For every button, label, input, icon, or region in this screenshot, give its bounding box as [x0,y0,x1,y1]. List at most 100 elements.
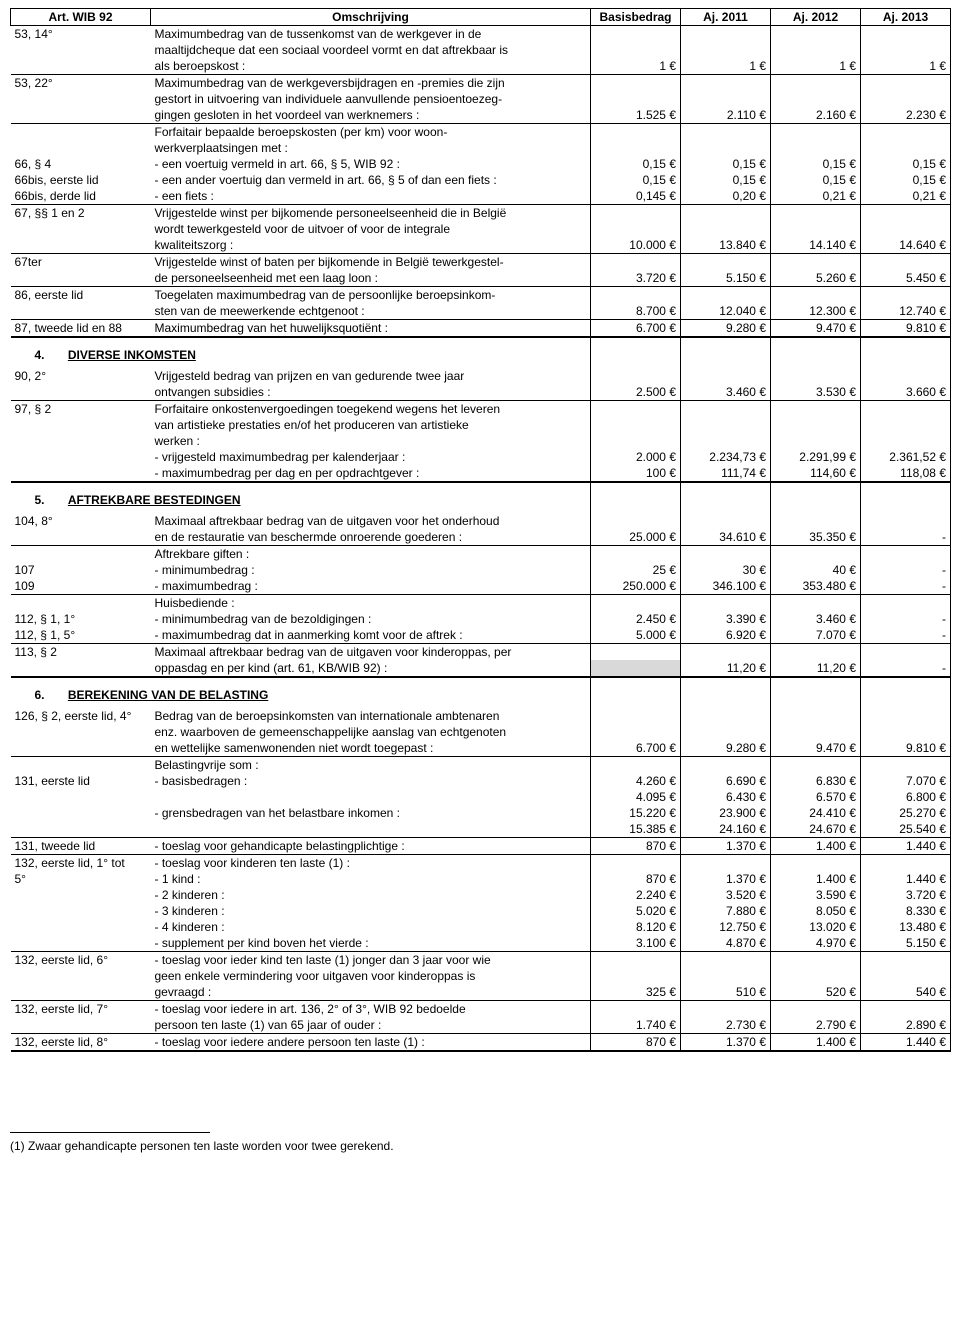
value-cell: 34.610 € [681,529,771,546]
value-cell: 11,20 € [681,660,771,677]
value-cell: 6.690 € [681,773,771,789]
value-cell: 6.700 € [591,320,681,338]
value-cell: 30 € [681,562,771,578]
desc-cell: oppasdag en per kind (art. 61, KB/WIB 92… [151,660,591,677]
tax-table: Art. WIB 92 Omschrijving Basisbedrag Aj.… [10,8,951,1052]
art-cell: 132, eerste lid, 7° [11,1001,151,1018]
value-cell: 520 € [771,984,861,1001]
value-cell: 13.840 € [681,237,771,254]
header-y2: Aj. 2012 [771,9,861,26]
art-cell: 112, § 1, 5° [11,627,151,644]
value-cell: 11,20 € [771,660,861,677]
value-cell: 25.270 € [861,805,951,821]
desc-cell: werkverplaatsingen met : [151,140,591,156]
value-cell: 870 € [591,1034,681,1052]
desc-cell: van artistieke prestaties en/of het prod… [151,417,591,433]
section-num: 6. [15,688,65,702]
desc-cell: - toeslag voor iedere andere persoon ten… [151,1034,591,1052]
value-cell: 2.230 € [861,107,951,124]
value-cell: 111,74 € [681,465,771,482]
desc-cell: Maximumbedrag van het huwelijksquotiënt … [151,320,591,338]
desc-cell: geen enkele vermindering voor uitgaven v… [151,968,591,984]
value-cell: 3.460 € [771,611,861,627]
value-cell: 25 € [591,562,681,578]
art-cell: 5° [11,871,151,887]
value-cell: 4.870 € [681,935,771,952]
desc-cell: - 1 kind : [151,871,591,887]
desc-cell: Toegelaten maximumbedrag van de persoonl… [151,287,591,304]
value-cell: 25.000 € [591,529,681,546]
desc-cell: enz. waarboven de gemeenschappelijke aan… [151,724,591,740]
desc-cell: - een voertuig vermeld in art. 66, § 5, … [151,156,591,172]
desc-cell: - toeslag voor gehandicapte belastingpli… [151,838,591,855]
value-cell: 40 € [771,562,861,578]
value-cell: 5.450 € [861,270,951,287]
value-cell: 4.260 € [591,773,681,789]
value-cell: 353.480 € [771,578,861,595]
section-heading: 5. AFTREKBARE BESTEDINGEN [11,482,591,513]
value-cell: 870 € [591,838,681,855]
header-desc: Omschrijving [151,9,591,26]
value-cell: 1.400 € [771,1034,861,1052]
value-cell: - [861,562,951,578]
value-cell: 12.040 € [681,303,771,320]
desc-cell: kwaliteitszorg : [151,237,591,254]
value-cell: - [861,529,951,546]
value-cell: 2.240 € [591,887,681,903]
value-cell: 6.700 € [591,740,681,757]
desc-cell: - minimumbedrag van de bezoldigingen : [151,611,591,627]
value-cell: 10.000 € [591,237,681,254]
desc-cell: gingen gesloten in het voordeel van werk… [151,107,591,124]
value-cell: 2.160 € [771,107,861,124]
desc-cell: gestort in uitvoering van individuele aa… [151,91,591,107]
section-num: 4. [15,348,65,362]
desc-cell: Maximumbedrag van de werkgeversbijdragen… [151,75,591,92]
value-cell: 12.300 € [771,303,861,320]
value-cell: 5.000 € [591,627,681,644]
value-cell: 1 € [771,58,861,75]
value-cell: 2.000 € [591,449,681,465]
value-cell: 7.880 € [681,903,771,919]
value-cell: 2.790 € [771,1017,861,1034]
value-cell: 8.700 € [591,303,681,320]
value-cell: 24.410 € [771,805,861,821]
art-cell: 131, tweede lid [11,838,151,855]
value-cell: 12.740 € [861,303,951,320]
value-cell: 3.660 € [861,384,951,401]
value-cell: 2.500 € [591,384,681,401]
value-cell: 5.020 € [591,903,681,919]
desc-cell: Huisbediende : [151,595,591,612]
value-cell: 4.095 € [591,789,681,805]
value-cell: 1.370 € [681,871,771,887]
value-cell: 1.740 € [591,1017,681,1034]
value-cell: 8.330 € [861,903,951,919]
desc-cell: gevraagd : [151,984,591,1001]
art-cell: 66bis, derde lid [11,188,151,205]
value-cell: 2.234,73 € [681,449,771,465]
art-cell: 126, § 2, eerste lid, 4° [11,708,151,724]
value-cell: 2.110 € [681,107,771,124]
value-cell: 9.280 € [681,320,771,338]
art-cell: 109 [11,578,151,595]
desc-cell: Maximaal aftrekbaar bedrag van de uitgav… [151,644,591,661]
value-cell: 5.150 € [681,270,771,287]
art-cell: 67, §§ 1 en 2 [11,205,151,222]
value-cell: 9.470 € [771,320,861,338]
art-cell: 132, eerste lid, 8° [11,1034,151,1052]
desc-cell: - toeslag voor iedere in art. 136, 2° of… [151,1001,591,1018]
desc-cell: - maximumbedrag : [151,578,591,595]
value-cell: 510 € [681,984,771,1001]
section-name: AFTREKBARE BESTEDINGEN [68,493,241,507]
art-cell: 66, § 4 [11,156,151,172]
value-cell: 0,21 € [771,188,861,205]
desc-cell: Vrijgestelde winst per bijkomende person… [151,205,591,222]
desc-cell: - een ander voertuig dan vermeld in art.… [151,172,591,188]
value-cell: 0,21 € [861,188,951,205]
desc-cell: maaltijdcheque dat een sociaal voordeel … [151,42,591,58]
value-cell: 3.390 € [681,611,771,627]
value-cell: 2.291,99 € [771,449,861,465]
header-y1: Aj. 2011 [681,9,771,26]
desc-cell: Forfaitair bepaalde beroepskosten (per k… [151,124,591,141]
art-cell: 53, 14° [11,26,151,43]
value-cell: 325 € [591,984,681,1001]
